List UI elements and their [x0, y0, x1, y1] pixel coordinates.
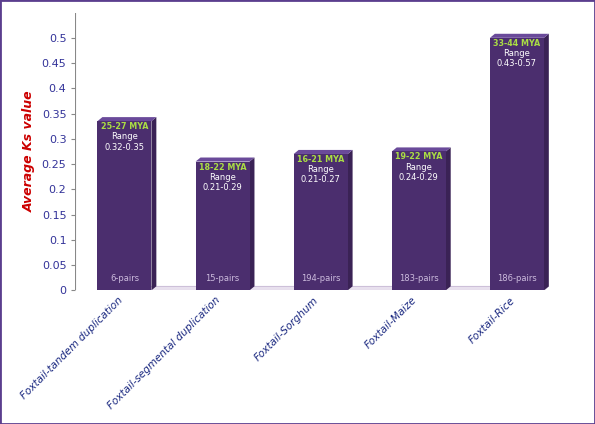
Polygon shape: [196, 157, 255, 162]
Text: Range
0.21-0.27: Range 0.21-0.27: [300, 165, 341, 184]
Text: 18-22 MYA: 18-22 MYA: [199, 162, 246, 172]
Polygon shape: [490, 34, 549, 38]
Text: Range
0.32-0.35: Range 0.32-0.35: [105, 132, 145, 152]
Polygon shape: [249, 157, 255, 290]
Polygon shape: [446, 286, 450, 290]
Polygon shape: [249, 286, 255, 290]
Text: 6-pairs: 6-pairs: [110, 274, 139, 283]
Polygon shape: [347, 150, 353, 290]
Text: Range
0.21-0.29: Range 0.21-0.29: [203, 173, 242, 192]
Polygon shape: [347, 286, 353, 290]
Bar: [392, 151, 446, 290]
Polygon shape: [152, 286, 156, 290]
Text: 194-pairs: 194-pairs: [301, 274, 340, 283]
Text: Range
0.43-0.57: Range 0.43-0.57: [497, 49, 537, 68]
Text: 16-21 MYA: 16-21 MYA: [297, 155, 345, 164]
Text: 183-pairs: 183-pairs: [399, 274, 439, 283]
Text: 25-27 MYA: 25-27 MYA: [101, 122, 148, 131]
Bar: [490, 38, 544, 290]
Text: 186-pairs: 186-pairs: [497, 274, 537, 283]
Text: Range
0.24-0.29: Range 0.24-0.29: [399, 162, 439, 182]
Polygon shape: [544, 34, 549, 290]
Text: 33-44 MYA: 33-44 MYA: [493, 39, 541, 48]
Polygon shape: [152, 117, 156, 290]
Text: 19-22 MYA: 19-22 MYA: [395, 153, 443, 162]
Polygon shape: [98, 117, 156, 121]
Polygon shape: [446, 148, 450, 290]
Polygon shape: [392, 148, 450, 151]
Polygon shape: [544, 286, 549, 290]
Polygon shape: [294, 150, 353, 154]
Bar: [294, 154, 347, 290]
Polygon shape: [98, 286, 549, 290]
Bar: [196, 162, 249, 290]
Text: 15-pairs: 15-pairs: [205, 274, 240, 283]
Y-axis label: Average Ks value: Average Ks value: [23, 91, 36, 212]
Bar: [98, 121, 152, 290]
